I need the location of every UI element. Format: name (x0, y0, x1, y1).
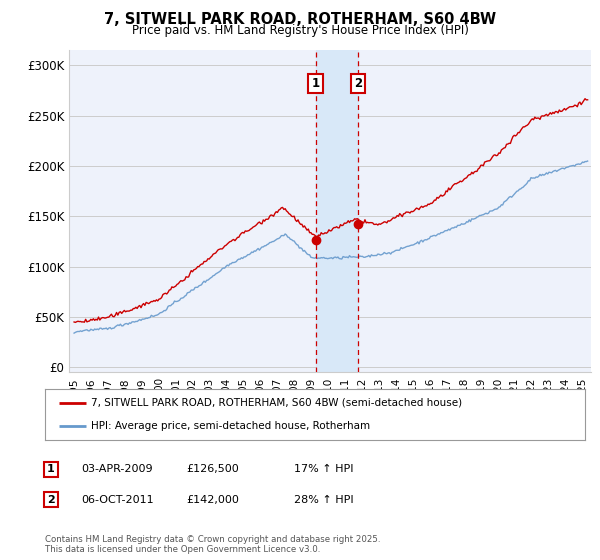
Text: 2: 2 (47, 494, 55, 505)
Text: Price paid vs. HM Land Registry's House Price Index (HPI): Price paid vs. HM Land Registry's House … (131, 24, 469, 37)
Text: £126,500: £126,500 (186, 464, 239, 474)
Text: 7, SITWELL PARK ROAD, ROTHERHAM, S60 4BW (semi-detached house): 7, SITWELL PARK ROAD, ROTHERHAM, S60 4BW… (91, 398, 462, 408)
Text: 06-OCT-2011: 06-OCT-2011 (81, 494, 154, 505)
Text: Contains HM Land Registry data © Crown copyright and database right 2025.
This d: Contains HM Land Registry data © Crown c… (45, 535, 380, 554)
Text: 17% ↑ HPI: 17% ↑ HPI (294, 464, 353, 474)
Text: £142,000: £142,000 (186, 494, 239, 505)
Text: 7, SITWELL PARK ROAD, ROTHERHAM, S60 4BW: 7, SITWELL PARK ROAD, ROTHERHAM, S60 4BW (104, 12, 496, 27)
Text: 28% ↑ HPI: 28% ↑ HPI (294, 494, 353, 505)
Text: 2: 2 (354, 77, 362, 90)
Text: 1: 1 (311, 77, 320, 90)
Bar (316, 50, 358, 372)
Text: 1: 1 (47, 464, 55, 474)
Text: 03-APR-2009: 03-APR-2009 (81, 464, 152, 474)
Text: HPI: Average price, semi-detached house, Rotherham: HPI: Average price, semi-detached house,… (91, 421, 370, 431)
